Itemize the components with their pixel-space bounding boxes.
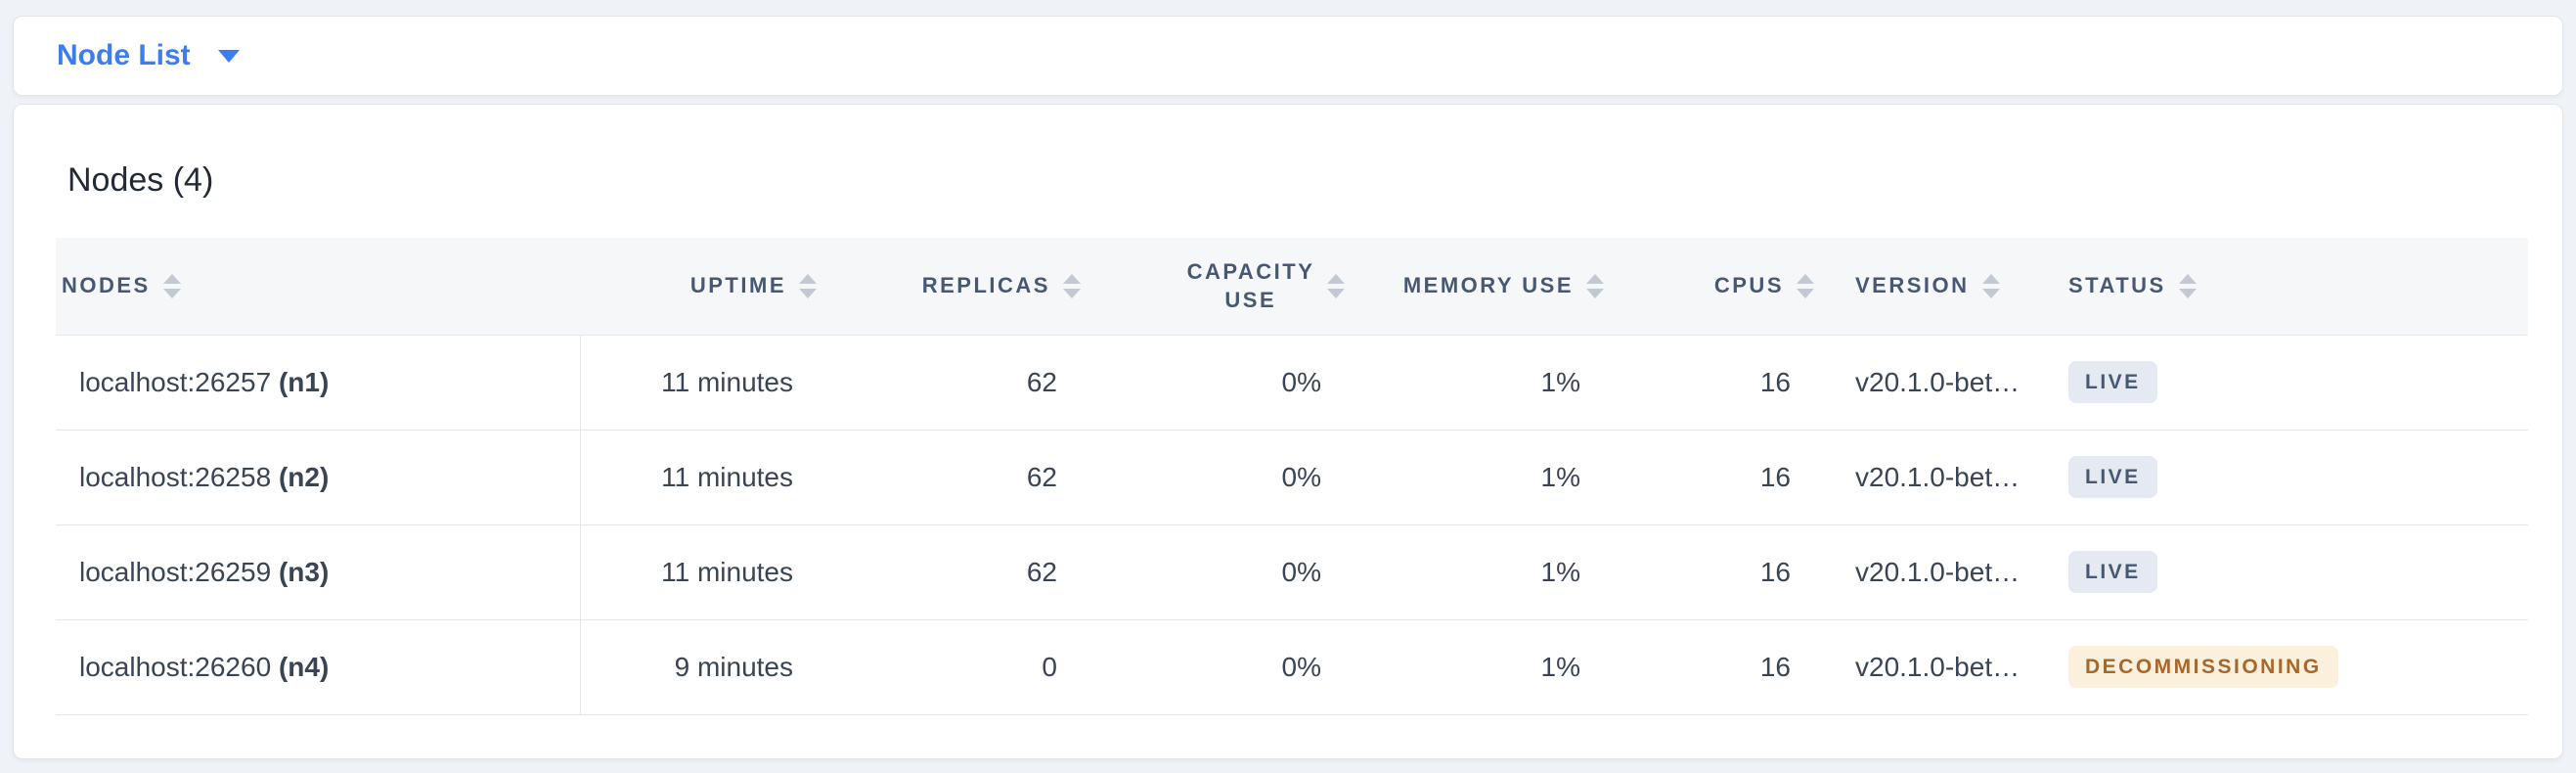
- column-header-capacity-use[interactable]: CAPACITY USE: [1087, 238, 1351, 336]
- status-badge: LIVE: [2068, 551, 2157, 593]
- node-row-n1[interactable]: localhost:26257 (n1) 11 minutes 62 0% 1% 16 v2…: [56, 335, 2528, 431]
- column-header-label: CPUS: [1713, 273, 1784, 298]
- node-id: (n4): [278, 651, 330, 682]
- nodes-overview-card: Nodes (4) NODES UPTIME REPLICAS CAPACITY US…: [13, 104, 2563, 759]
- cell-node: localhost:26259 (n3): [56, 524, 581, 620]
- node-row-n4[interactable]: localhost:26260 (n4) 9 minutes 0 0% 1% 16 v20.…: [56, 619, 2528, 715]
- cell-status: DECOMMISSIONING: [2055, 619, 2528, 715]
- column-header-label: NODES: [62, 273, 151, 298]
- cell-uptime: 9 minutes: [580, 619, 822, 715]
- sort-arrows-icon: [2178, 273, 2197, 298]
- sort-arrows-icon: [1063, 273, 1081, 298]
- cell-capacity-use: 0%: [1087, 524, 1351, 620]
- cell-replicas: 62: [822, 524, 1087, 620]
- sort-arrows-icon: [1586, 273, 1604, 298]
- cell-cpus: 16: [1610, 619, 1820, 715]
- cell-replicas: 62: [822, 335, 1087, 431]
- cell-capacity-use: 0%: [1087, 335, 1351, 431]
- cell-node: localhost:26258 (n2): [56, 430, 581, 525]
- cell-capacity-use: 0%: [1087, 619, 1351, 715]
- node-row-n3[interactable]: localhost:26259 (n3) 11 minutes 62 0% 1% 16 v2…: [56, 524, 2528, 620]
- cell-cpus: 16: [1610, 430, 1820, 525]
- status-badge: LIVE: [2068, 361, 2157, 403]
- column-header-memory-use[interactable]: MEMORY USE: [1351, 238, 1610, 336]
- column-header-replicas[interactable]: REPLICAS: [822, 238, 1087, 336]
- cell-memory-use: 1%: [1351, 430, 1610, 525]
- node-list-dropdown[interactable]: Node List: [57, 39, 240, 72]
- cell-version: v20.1.0-bet…: [1820, 524, 2055, 620]
- cell-version: v20.1.0-bet…: [1820, 619, 2055, 715]
- table-header-row: NODES UPTIME REPLICAS CAPACITY USE MEMORY US…: [56, 238, 2528, 336]
- cell-status: LIVE: [2055, 335, 2528, 431]
- node-address: localhost:26257: [79, 366, 279, 397]
- column-header-nodes[interactable]: NODES: [56, 238, 580, 336]
- cell-version: v20.1.0-bet…: [1820, 430, 2055, 525]
- node-list-dropdown-label: Node List: [57, 39, 191, 71]
- node-row-n2[interactable]: localhost:26258 (n2) 11 minutes 62 0% 1% 16 v2…: [56, 430, 2528, 525]
- chevron-down-icon: [217, 49, 240, 63]
- node-address: localhost:26260: [79, 651, 279, 682]
- node-address: localhost:26258: [79, 461, 279, 492]
- status-badge: LIVE: [2068, 456, 2157, 498]
- sort-arrows-icon: [1981, 273, 2000, 298]
- column-header-label: VERSION: [1855, 273, 1970, 298]
- view-selector-bar: Node List: [13, 16, 2563, 96]
- sort-arrows-icon: [1327, 273, 1345, 298]
- cell-memory-use: 1%: [1351, 335, 1610, 431]
- cell-node: localhost:26260 (n4): [56, 619, 581, 715]
- sort-arrows-icon: [1797, 273, 1814, 298]
- cell-node: localhost:26257 (n1): [56, 335, 581, 431]
- status-badge: DECOMMISSIONING: [2068, 646, 2338, 688]
- node-address: localhost:26259: [79, 556, 279, 587]
- column-header-label: MEMORY USE: [1402, 273, 1574, 298]
- cell-cpus: 16: [1610, 524, 1820, 620]
- cell-capacity-use: 0%: [1087, 430, 1351, 525]
- cell-status: LIVE: [2055, 524, 2528, 620]
- cell-status: LIVE: [2055, 430, 2528, 525]
- column-header-status[interactable]: STATUS: [2055, 238, 2528, 336]
- page-title: Nodes (4): [67, 161, 214, 199]
- column-header-version[interactable]: VERSION: [1820, 238, 2055, 336]
- cell-memory-use: 1%: [1351, 524, 1610, 620]
- cell-version: v20.1.0-bet…: [1820, 335, 2055, 431]
- column-header-cpus[interactable]: CPUS: [1610, 238, 1820, 336]
- cell-replicas: 62: [822, 430, 1087, 525]
- sort-arrows-icon: [799, 273, 817, 298]
- cell-uptime: 11 minutes: [580, 430, 822, 525]
- node-id: (n3): [278, 556, 330, 587]
- cell-replicas: 0: [822, 619, 1087, 715]
- column-header-label: STATUS: [2068, 273, 2166, 298]
- node-id: (n1): [278, 366, 330, 397]
- cell-uptime: 11 minutes: [580, 335, 822, 431]
- cell-memory-use: 1%: [1351, 619, 1610, 715]
- column-header-label: REPLICAS: [921, 273, 1050, 298]
- column-header-label: CAPACITY USE: [1186, 258, 1315, 313]
- node-id: (n2): [278, 461, 330, 492]
- sort-arrows-icon: [162, 273, 181, 298]
- column-header-uptime[interactable]: UPTIME: [580, 238, 822, 336]
- column-header-label: UPTIME: [689, 273, 786, 298]
- cell-uptime: 11 minutes: [580, 524, 822, 620]
- nodes-table: NODES UPTIME REPLICAS CAPACITY USE MEMORY US…: [56, 238, 2528, 715]
- cell-cpus: 16: [1610, 335, 1820, 431]
